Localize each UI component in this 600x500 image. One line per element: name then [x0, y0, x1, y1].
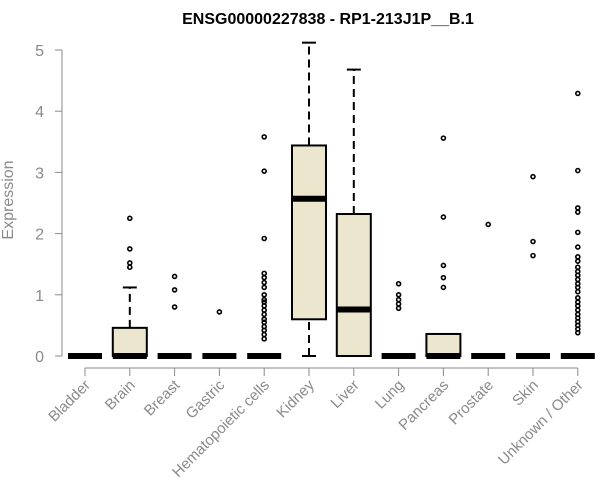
outlier-point	[574, 209, 581, 215]
outlier-point	[530, 238, 536, 245]
outlier-point	[171, 273, 178, 280]
outlier-point	[171, 287, 178, 293]
outlier-point	[395, 296, 402, 303]
x-tick-label: Liver	[328, 377, 363, 412]
box-rect	[425, 332, 462, 357]
outlier-point	[530, 173, 536, 180]
box-hematopoietic-cells	[247, 134, 282, 359]
outlier-point	[574, 205, 581, 211]
outlier-point	[574, 90, 581, 97]
x-tick-label: Unknown / Other	[495, 377, 587, 469]
outlier-point	[440, 135, 447, 141]
outlier-point	[574, 258, 581, 264]
x-tick-label: Skin	[509, 377, 542, 410]
y-tick-label: 5	[35, 43, 44, 60]
box-rect	[335, 213, 372, 357]
x-tick-label: Prostate	[445, 377, 497, 429]
outlier-point	[574, 311, 581, 318]
chart-title: ENSG00000227838 - RP1-213J1P__B.1	[182, 11, 474, 28]
outlier-point	[261, 331, 268, 338]
outlier-point	[574, 229, 581, 236]
outlier-point	[261, 235, 268, 242]
box-liver	[335, 68, 372, 357]
outlier-point	[395, 301, 402, 307]
outlier-point	[574, 288, 581, 295]
outlier-point	[574, 268, 581, 275]
outlier-point	[261, 134, 268, 140]
outlier-point	[171, 304, 178, 310]
outlier-point	[261, 270, 268, 277]
outlier-point	[485, 221, 492, 228]
box-breast	[157, 273, 192, 359]
outlier-point	[261, 299, 268, 305]
box-prostate	[471, 221, 506, 359]
box-kidney	[291, 41, 327, 357]
outlier-point	[261, 279, 268, 286]
outlier-point	[261, 296, 268, 303]
box-rect	[111, 326, 148, 357]
y-tick-label: 1	[35, 288, 44, 305]
outlier-point	[261, 336, 268, 342]
outlier-point	[395, 280, 402, 287]
outlier-point	[261, 316, 268, 323]
outlier-point	[261, 284, 268, 291]
outlier-point	[530, 252, 536, 259]
outlier-point	[574, 167, 581, 174]
outlier-point	[261, 311, 268, 318]
outlier-point	[127, 215, 133, 222]
x-tick-label: Bladder	[45, 377, 94, 426]
outlier-point	[216, 309, 223, 315]
outlier-point	[261, 319, 268, 326]
outlier-point	[127, 260, 133, 266]
outlier-point	[440, 284, 447, 291]
y-axis-label: Expression	[0, 160, 17, 239]
outlier-point	[440, 214, 447, 220]
outlier-point	[574, 254, 581, 260]
outlier-point	[574, 276, 581, 283]
outlier-point	[261, 307, 268, 313]
y-tick-label: 3	[35, 165, 44, 182]
outlier-point	[440, 274, 447, 281]
box-pancreas	[425, 135, 462, 359]
outlier-point	[574, 307, 581, 313]
x-tick-label: Kidney	[273, 376, 318, 421]
box-brain	[111, 215, 148, 359]
outlier-point	[574, 295, 581, 301]
outlier-point	[261, 168, 268, 174]
outlier-point	[574, 280, 581, 287]
x-tick-label: Brain	[102, 377, 139, 414]
y-tick-label: 4	[35, 104, 44, 121]
outlier-point	[440, 262, 447, 269]
box-gastric	[202, 309, 237, 359]
y-axis: 0 1 2 3 4 5	[35, 43, 63, 366]
box-lung	[381, 280, 416, 359]
y-tick-label: 0	[35, 349, 44, 366]
y-tick-label: 2	[35, 227, 44, 244]
outlier-point	[261, 274, 268, 281]
outlier-point	[574, 264, 581, 271]
box-unknown-other	[560, 90, 595, 359]
outlier-point	[261, 291, 268, 298]
plot-area	[68, 41, 595, 359]
x-tick-label: Lung	[372, 377, 408, 413]
outlier-point	[127, 264, 133, 271]
outlier-point	[574, 244, 581, 250]
outlier-point	[261, 323, 268, 330]
x-tick-label: Breast	[141, 376, 184, 419]
outlier-point	[395, 291, 402, 298]
box-rect	[291, 144, 327, 321]
box-skin	[516, 173, 550, 359]
outlier-point	[574, 299, 581, 305]
outlier-point	[127, 246, 133, 252]
outlier-point	[395, 305, 402, 312]
